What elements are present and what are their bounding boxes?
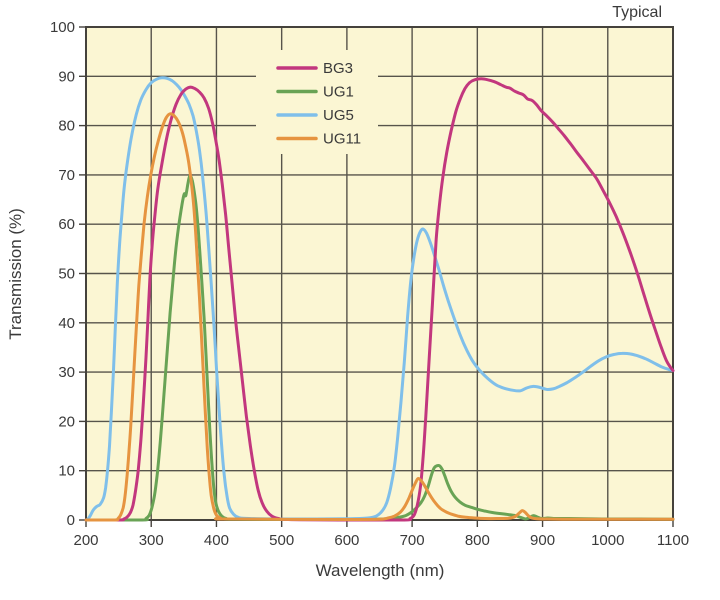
x-tick-label: 500: [269, 532, 294, 549]
y-tick-label: 40: [58, 315, 75, 332]
typical-annotation: Typical: [612, 4, 662, 21]
curve-ug11: [84, 112, 675, 522]
x-axis-title: Wavelength (nm): [316, 561, 445, 580]
plot-layer: 200 300 400 500 600 700 800 900 1000 1100 0 10 20 30 4…: [50, 19, 689, 549]
x-tick-label: 700: [400, 532, 425, 549]
y-tick-label: 30: [58, 364, 75, 381]
x-tick-label: 300: [139, 532, 164, 549]
x-tick-label: 1100: [657, 532, 689, 549]
legend-label-ug5: UG5: [323, 107, 354, 124]
x-tick-label: 800: [465, 532, 490, 549]
curve-bg3: [84, 77, 675, 522]
legend-label-bg3: BG3: [323, 60, 353, 77]
y-tick-label: 0: [67, 512, 75, 529]
y-tick-label: 90: [58, 68, 75, 85]
y-tick-label: 70: [58, 167, 75, 184]
curve-ug5: [84, 76, 675, 522]
x-tick-label: 600: [334, 532, 359, 549]
x-tick-label: 1000: [591, 532, 624, 549]
y-tick-label: 10: [58, 463, 75, 480]
y-tick-label: 80: [58, 118, 75, 135]
y-tick-label: 100: [50, 19, 75, 36]
y-tick-label: 20: [58, 413, 75, 430]
y-tick-label: 50: [58, 266, 75, 283]
x-tick-label: 900: [530, 532, 555, 549]
legend-label-ug11: UG11: [323, 131, 361, 148]
x-tick-label: 200: [73, 532, 98, 549]
x-tick-label: 400: [204, 532, 229, 549]
legend-label-ug1: UG1: [323, 84, 354, 101]
y-tick-label: 60: [58, 216, 75, 233]
y-axis-title: Transmission (%): [6, 208, 25, 340]
